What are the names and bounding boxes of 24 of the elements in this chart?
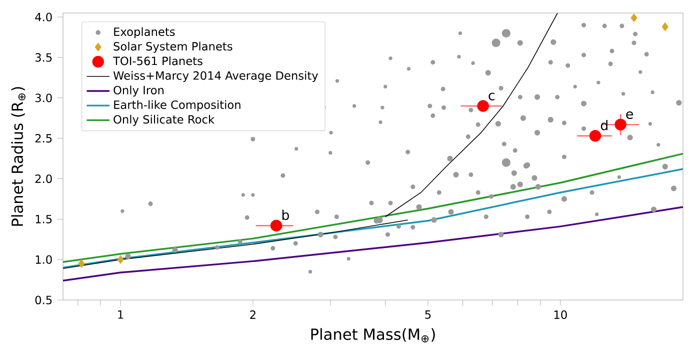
legend-label: Solar System Planets <box>114 42 232 53</box>
x-tick-label: 10 <box>554 310 567 319</box>
annotation: e <box>626 111 633 119</box>
legend-label: Only Silicate Rock <box>114 114 214 126</box>
x-tick-label: 5 <box>425 310 431 319</box>
x-axis-title: Planet Mass(M$_{⊕}$) <box>311 328 435 342</box>
legend-label: Earth-like Composition <box>114 100 240 112</box>
annotation: c <box>488 92 494 100</box>
legend-label: Exoplanets <box>114 27 175 38</box>
y-tick-label: 4.0 <box>35 12 52 22</box>
y-tick-label: 3.5 <box>35 53 52 62</box>
legend-label: Only Iron <box>114 86 164 97</box>
x-tick-label: 2 <box>250 310 256 319</box>
x-tick-label: 1 <box>118 310 124 319</box>
y-axis-title: Planet Radius (R$_{⊕}$) <box>11 87 26 226</box>
legend-label: Weiss+Marcy 2014 Average Density <box>113 71 318 82</box>
y-tick-label: 2.5 <box>35 134 52 143</box>
y-tick-label: 1.0 <box>36 255 52 264</box>
y-tick-label: 1.5 <box>36 214 52 224</box>
y-tick-label: 2.0 <box>35 174 52 184</box>
y-tick-label: 3.0 <box>35 94 52 102</box>
annotation: b <box>282 210 289 220</box>
y-tick-label: 0.5 <box>35 296 52 304</box>
legend-label: TOI-561 Planets <box>112 56 202 66</box>
